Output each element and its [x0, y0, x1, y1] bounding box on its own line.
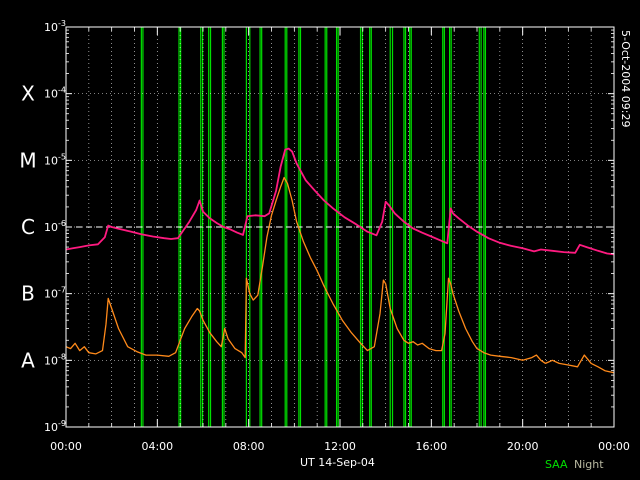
x-tick-label: 00:00 — [598, 440, 630, 453]
x-axis-ticks: 00:00 04:00 08:00 12:00 16:00 20:00 00:00 — [50, 27, 630, 453]
flare-class-b: B — [21, 282, 35, 306]
series-long-channel — [65, 147, 615, 256]
x-tick-label: 04:00 — [141, 440, 173, 453]
y-axis-ticks: 10-9 10-8 10-7 10-6 10-5 10-4 10-3 — [44, 19, 614, 434]
series-lines — [65, 147, 615, 374]
x-axis-label: UT 14-Sep-04 — [300, 456, 375, 469]
x-tick-label: 12:00 — [324, 440, 356, 453]
y-tick-label: 10-6 — [44, 219, 66, 234]
flare-class-x: X — [21, 82, 35, 106]
x-tick-label: 16:00 — [415, 440, 447, 453]
y-tick-label: 10-3 — [44, 19, 66, 34]
y-tick-label: 10-5 — [44, 152, 66, 167]
y-tick-label: 10-8 — [44, 352, 66, 367]
y-tick-label: 10-7 — [44, 286, 66, 301]
x-tick-label: 20:00 — [507, 440, 539, 453]
flare-class-a: A — [21, 348, 35, 372]
flare-class-m: M — [19, 148, 36, 172]
series-short-channel — [65, 176, 615, 374]
y-tick-label: 10-9 — [44, 419, 66, 434]
timestamp-label: 5-Oct-2004 09:29 — [619, 30, 632, 127]
legend-night: Night — [574, 458, 604, 471]
x-tick-label: 00:00 — [50, 440, 82, 453]
y-tick-label: 10-4 — [44, 86, 66, 101]
legend-saa: SAA — [545, 458, 568, 471]
flare-class-c: C — [21, 215, 35, 239]
x-tick-label: 08:00 — [233, 440, 265, 453]
flare-class-labels: A B C M X — [19, 82, 36, 373]
